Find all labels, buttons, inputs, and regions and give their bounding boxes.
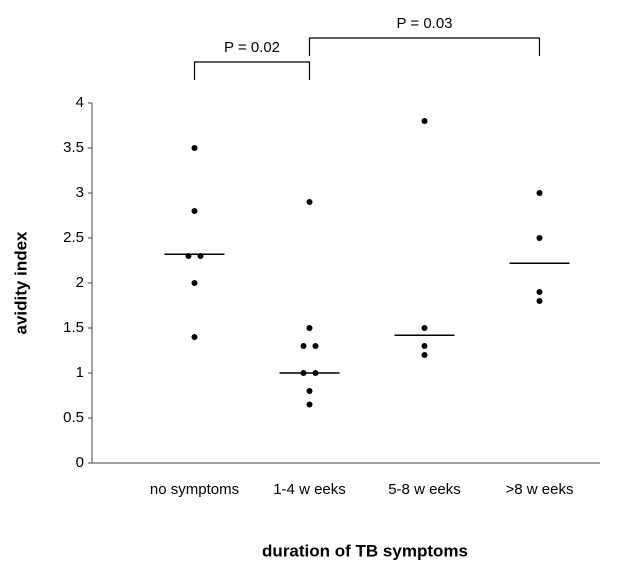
data-point [536,190,543,196]
y-axis-label: avidity index [11,231,30,335]
data-point [306,325,313,331]
y-tick-label: 2 [76,274,84,291]
y-tick-label: 0.5 [63,409,84,426]
y-tick-label: 3 [76,184,84,201]
data-point [306,401,313,408]
x-axis-label: duration of TB symptoms [262,541,468,560]
x-tick-label: >8 w eeks [506,481,574,498]
data-point [191,145,198,151]
data-point [306,199,313,205]
data-point [306,388,313,394]
y-tick-label: 1.5 [63,319,84,336]
y-tick-label: 1 [76,364,84,381]
data-point [191,334,198,340]
y-tick-label: 3.5 [63,139,84,156]
data-point [421,325,428,331]
data-point [536,298,543,304]
data-point [312,343,319,349]
data-point [421,352,428,358]
y-tick-label: 0 [76,454,84,471]
data-point [191,208,198,214]
data-point [300,343,307,349]
x-tick-label: 1-4 w eeks [273,481,346,498]
significance-bracket [193,61,311,80]
data-point [421,118,428,124]
y-tick-label: 2.5 [63,229,84,246]
data-point [536,235,543,241]
data-point [536,289,543,295]
data-point [421,343,428,349]
data-point [191,280,198,286]
significance-bracket [308,37,541,56]
x-tick-label: no symptoms [150,481,239,498]
x-tick-label: 5-8 w eeks [388,481,461,498]
annotation: P = 0.02 [224,39,280,56]
annotation: P = 0.03 [396,15,452,32]
y-tick-label: 4 [76,94,84,111]
